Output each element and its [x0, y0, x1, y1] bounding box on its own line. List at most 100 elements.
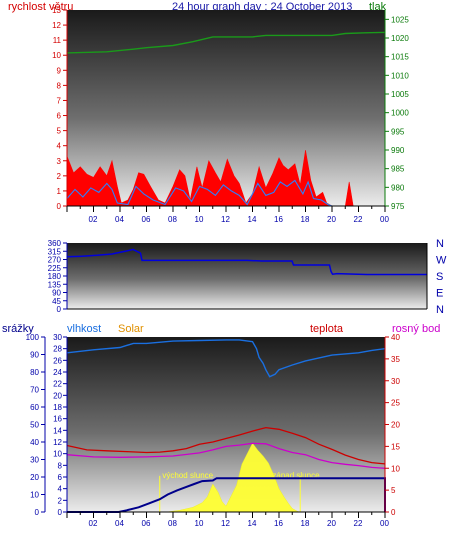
pressure-tick-label: 1000 — [391, 109, 409, 118]
dewpoint-axis-label: rosný bod — [392, 323, 440, 335]
wind-tick-label: 4 — [57, 142, 62, 151]
humidity-axis-label: vlhkost — [67, 323, 101, 335]
wind-tick-label: 8 — [57, 81, 62, 90]
x-tick-label: 20 — [327, 215, 336, 224]
rain-tick-label: 80 — [30, 368, 39, 377]
humidity-tick-label: 6 — [58, 473, 63, 482]
x-tick-label: 16 — [274, 215, 283, 224]
direction-panel-background — [67, 243, 427, 309]
rain-tick-label: 90 — [30, 351, 39, 360]
solar-axis-label: Solar — [118, 323, 144, 335]
x-tick-label: 14 — [248, 215, 257, 224]
direction-tick-label: 360 — [48, 239, 62, 248]
pressure-tick-label: 1020 — [391, 34, 409, 43]
x-tick-label: 20 — [327, 519, 336, 528]
wind-tick-label: 5 — [57, 127, 62, 136]
wind-tick-label: 10 — [52, 51, 61, 60]
wind-tick-label: 9 — [57, 66, 62, 75]
humidity-tick-label: 16 — [53, 415, 62, 424]
humidity-tick-label: 10 — [53, 450, 62, 459]
x-tick-label: 04 — [115, 519, 124, 528]
rain-tick-label: 40 — [30, 438, 39, 447]
rain-tick-label: 0 — [35, 508, 40, 517]
pressure-tick-label: 980 — [391, 183, 405, 192]
humidity-tick-label: 4 — [58, 485, 63, 494]
rain-axis-label: srážky — [2, 323, 34, 335]
x-tick-label: 18 — [301, 215, 310, 224]
humidity-tick-label: 8 — [58, 461, 63, 470]
pressure-tick-label: 990 — [391, 146, 405, 155]
rain-line — [67, 477, 386, 513]
direction-tick-label: 270 — [48, 256, 62, 265]
climate-axes: 0102030405060708090100024681012141618202… — [26, 333, 401, 528]
rain-tick-label: 100 — [26, 333, 40, 342]
rain-tick-label: 70 — [30, 386, 39, 395]
wind-direction-line — [66, 248, 427, 276]
rain-tick-label: 60 — [30, 403, 39, 412]
wind-pressure-marks — [66, 31, 386, 207]
x-tick-label: 04 — [115, 215, 124, 224]
compass-label: N — [436, 304, 444, 316]
temperature-tick-label: 15 — [391, 442, 400, 451]
direction-tick-label: 135 — [48, 280, 62, 289]
wind-axis-label: rychlost větru — [8, 1, 73, 13]
wind-tick-label: 3 — [57, 157, 62, 166]
pressure-tick-label: 1025 — [391, 15, 409, 24]
x-tick-label: 22 — [354, 519, 363, 528]
temperature-tick-label: 25 — [391, 399, 400, 408]
humidity-tick-label: 0 — [58, 508, 63, 517]
pressure-line — [66, 31, 386, 54]
temperature-tick-label: 10 — [391, 464, 400, 473]
x-tick-label: 12 — [221, 519, 230, 528]
humidity-line — [66, 339, 386, 378]
temperature-tick-label: 5 — [391, 486, 396, 495]
x-tick-label: 06 — [142, 215, 151, 224]
wind-pressure-axes: 0123456789101112139759809859909951000100… — [52, 6, 409, 224]
climate-marks: východ slunce západ slunce — [66, 339, 386, 513]
temperature-tick-label: 40 — [391, 333, 400, 342]
direction-tick-label: 90 — [52, 289, 61, 298]
compass-label: E — [436, 288, 443, 300]
direction-tick-label: 45 — [52, 297, 61, 306]
direction-tick-label: 180 — [48, 272, 62, 281]
x-tick-label: 02 — [89, 519, 98, 528]
humidity-tick-label: 26 — [53, 356, 62, 365]
x-tick-label: 10 — [195, 519, 204, 528]
pressure-tick-label: 995 — [391, 127, 405, 136]
rain-tick-label: 10 — [30, 491, 39, 500]
wind-gust-area — [66, 150, 385, 207]
wind-tick-label: 12 — [52, 21, 61, 30]
compass-label: N — [436, 238, 444, 250]
pressure-tick-label: 975 — [391, 202, 405, 211]
wind-tick-label: 6 — [57, 112, 62, 121]
climate-panel-background — [67, 337, 385, 512]
humidity-tick-label: 12 — [53, 438, 62, 447]
dewpoint-line — [66, 442, 386, 469]
x-tick-label: 08 — [168, 519, 177, 528]
wind-tick-label: 1 — [57, 187, 62, 196]
sunset-annotation: západ slunce — [272, 471, 320, 480]
compass-label: S — [436, 271, 443, 283]
pressure-tick-label: 985 — [391, 165, 405, 174]
humidity-tick-label: 24 — [53, 368, 62, 377]
x-tick-label: 14 — [248, 519, 257, 528]
x-tick-label: 02 — [89, 215, 98, 224]
humidity-tick-label: 20 — [53, 391, 62, 400]
compass-label: W — [436, 255, 447, 267]
pressure-tick-label: 1005 — [391, 90, 409, 99]
temperature-tick-label: 30 — [391, 377, 400, 386]
x-tick-label: 08 — [168, 215, 177, 224]
wind-direction-marks — [66, 248, 427, 276]
rain-tick-label: 20 — [30, 473, 39, 482]
temperature-line — [66, 426, 386, 465]
x-tick-label: 10 — [195, 215, 204, 224]
direction-tick-label: 225 — [48, 264, 62, 273]
humidity-tick-label: 22 — [53, 380, 62, 389]
x-tick-label: 00 — [380, 519, 389, 528]
temperature-tick-label: 35 — [391, 355, 400, 364]
x-tick-label: 18 — [301, 519, 310, 528]
direction-tick-label: 0 — [57, 305, 62, 314]
x-tick-label: 12 — [221, 215, 230, 224]
